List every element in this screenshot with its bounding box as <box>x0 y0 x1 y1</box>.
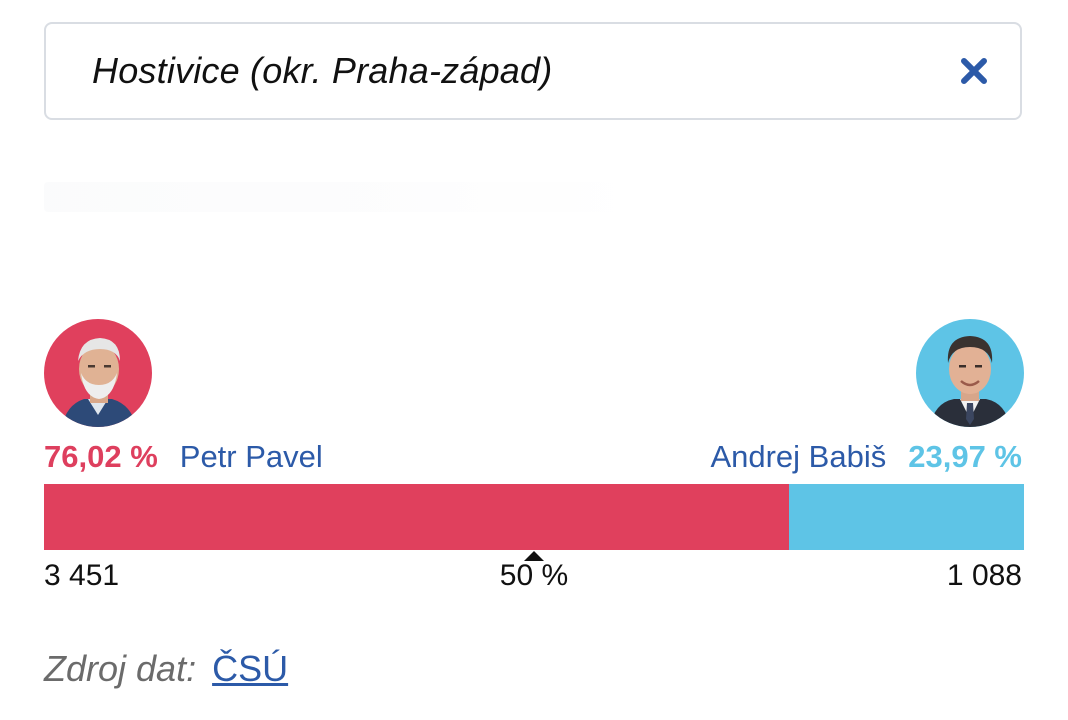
search-input-value[interactable]: Hostivice (okr. Praha-západ) <box>92 50 553 91</box>
candidate-right-votes: 1 088 <box>946 559 1022 592</box>
candidate-left-header: 76,02 % Petr Pavel <box>44 437 323 477</box>
data-source-label: Zdroj dat: <box>44 648 197 689</box>
portrait-andrej-babis-icon <box>916 319 1024 427</box>
candidate-left-percent: 76,02 % <box>44 439 158 474</box>
close-icon <box>961 58 987 84</box>
data-source: Zdroj dat: ČSÚ <box>44 648 288 690</box>
candidate-left-name: Petr Pavel <box>179 439 323 474</box>
threshold-label: 50 % <box>499 559 569 592</box>
threshold-marker-icon <box>524 551 544 561</box>
result-bar-right-segment <box>788 484 1024 550</box>
portrait-petr-pavel-icon <box>44 319 152 427</box>
data-source-link[interactable]: ČSÚ <box>212 648 289 689</box>
candidate-left-votes: 3 451 <box>44 559 120 592</box>
location-search-field[interactable]: Hostivice (okr. Praha-západ) <box>44 22 1022 120</box>
candidate-right-percent: 23,97 % <box>908 439 1022 474</box>
candidate-right-header: Andrej Babiš 23,97 % <box>710 437 1022 477</box>
candidate-right-name: Andrej Babiš <box>710 439 887 474</box>
result-bar <box>44 484 1024 550</box>
faded-heading <box>44 182 644 212</box>
result-bar-left-segment <box>44 484 789 550</box>
clear-search-button[interactable] <box>956 53 992 89</box>
